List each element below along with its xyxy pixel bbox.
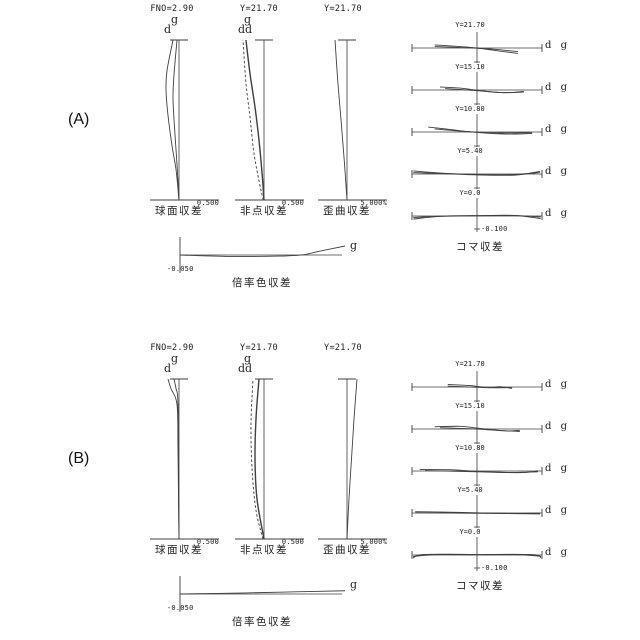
axis-scale-label: 0.500: [281, 538, 304, 546]
spherical-title: FNO=2.90: [150, 343, 194, 353]
axis-scale-label: -0.050: [167, 265, 194, 273]
spherical-caption: 球面収差: [155, 205, 203, 217]
coma-field-label: Y=21.70: [441, 21, 499, 30]
curve-label-g: g: [350, 578, 358, 591]
distortion-title: Y=21.70: [324, 4, 362, 14]
spherical-title: FNO=2.90: [150, 4, 194, 14]
curve-label-dd: dd: [238, 23, 253, 36]
chromatic-caption: 倍率色収差: [232, 277, 292, 289]
astigmatism-title: Y=21.70: [240, 343, 278, 353]
distortion-caption: 歪曲収差: [323, 205, 371, 217]
curve-label-dd: dd: [238, 362, 253, 375]
axis-scale-label: 5.000%: [360, 199, 387, 207]
astigmatism-caption: 非点収差: [240, 544, 288, 556]
distortion-caption: 歪曲収差: [323, 544, 371, 556]
axis-scale-label: 5.000%: [360, 538, 387, 546]
axis-scale-label: 0.500: [196, 538, 219, 546]
astigmatism-title: Y=21.70: [240, 4, 278, 14]
coma-field-label: Y=5.40: [441, 147, 499, 156]
curve-label-g: g: [244, 352, 252, 365]
coma-caption: コマ収差: [456, 241, 504, 253]
curve-label-g: g: [171, 352, 179, 365]
coma-field-label: Y=15.10: [441, 402, 499, 411]
coma-field-label: Y=0.0: [441, 189, 499, 198]
axis-scale-label: 0.500: [281, 199, 304, 207]
coma-line-legend: d g: [545, 166, 570, 177]
curve-label-d: d: [164, 362, 172, 375]
coma-field-label: Y=0.0: [441, 528, 499, 537]
curve-label-g: g: [244, 13, 252, 26]
coma-caption: コマ収差: [456, 580, 504, 592]
coma-line-legend: d g: [545, 82, 570, 93]
axis-scale-label: -0.100: [481, 564, 508, 572]
coma-line-legend: d g: [545, 40, 570, 51]
curve-label-d: d: [164, 23, 172, 36]
distortion-title: Y=21.70: [324, 343, 362, 353]
axis-scale-label: -0.100: [481, 225, 508, 233]
chromatic-caption: 倍率色収差: [232, 616, 292, 628]
axis-scale-label: 0.500: [196, 199, 219, 207]
coma-field-label: Y=10.80: [441, 105, 499, 114]
curve-label-g: g: [171, 13, 179, 26]
coma-field-label: Y=21.70: [441, 360, 499, 369]
coma-line-legend: d g: [545, 208, 570, 219]
coma-line-legend: d g: [545, 421, 570, 432]
coma-field-label: Y=5.40: [441, 486, 499, 495]
coma-line-legend: d g: [545, 379, 570, 390]
spherical-caption: 球面収差: [155, 544, 203, 556]
section-a-label: (A): [68, 111, 90, 128]
coma-line-legend: d g: [545, 547, 570, 558]
coma-field-label: Y=15.10: [441, 63, 499, 72]
coma-line-legend: d g: [545, 505, 570, 516]
coma-field-label: Y=10.80: [441, 444, 499, 453]
curve-label-g: g: [350, 239, 358, 252]
coma-line-legend: d g: [545, 124, 570, 135]
coma-line-legend: d g: [545, 463, 570, 474]
section-b-label: (B): [68, 450, 90, 467]
axis-scale-label: -0.050: [167, 604, 194, 612]
astigmatism-caption: 非点収差: [240, 205, 288, 217]
